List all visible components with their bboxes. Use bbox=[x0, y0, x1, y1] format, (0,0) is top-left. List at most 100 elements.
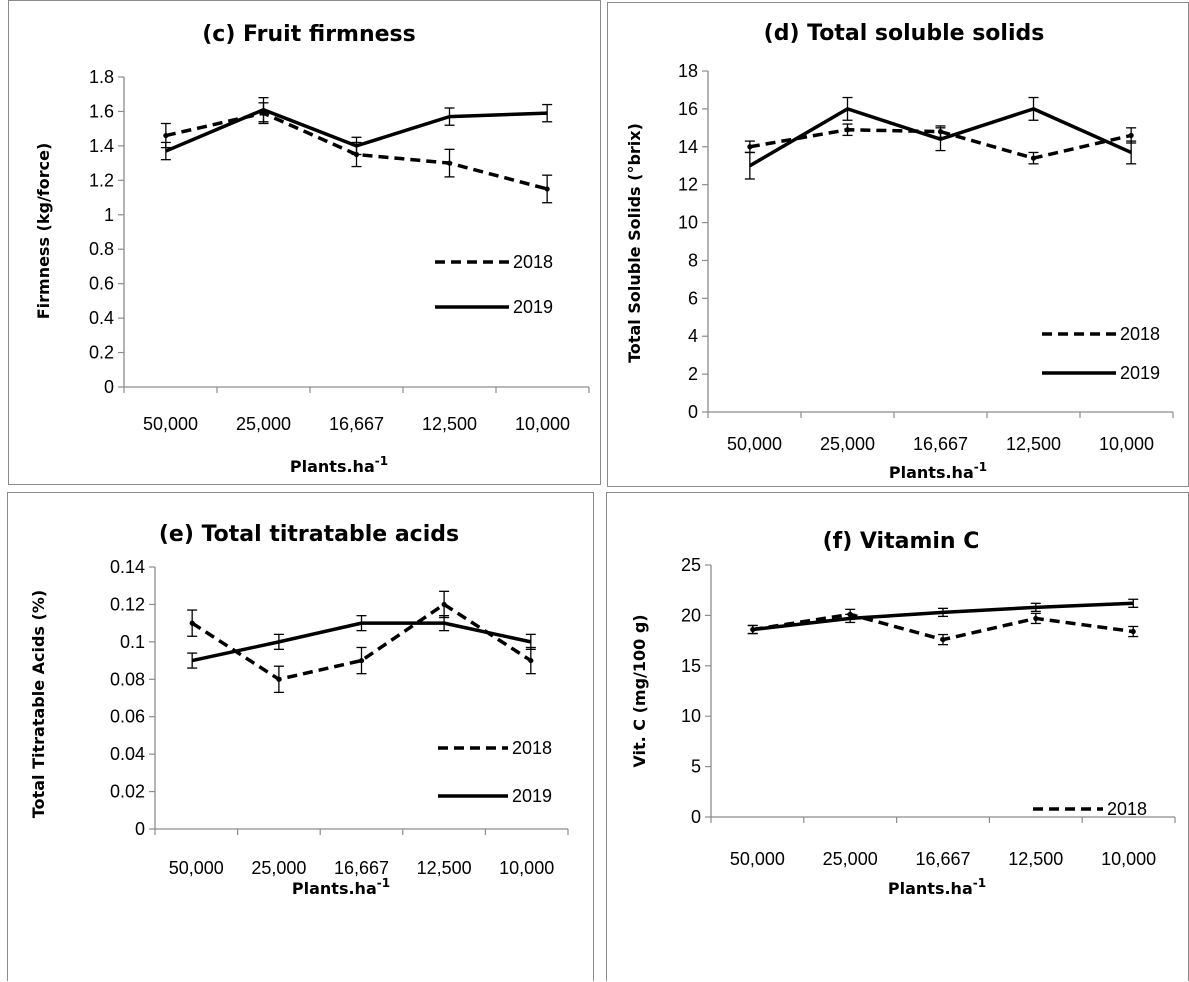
x-tick-label: 50,000 bbox=[730, 849, 785, 869]
legend-label-2019: 2019 bbox=[1120, 363, 1160, 383]
y-axis-label: Total Soluble Solids (°brix) bbox=[625, 123, 644, 363]
chart-panel-soluble-solids: (d) Total soluble solids 0 2 4 6 8 10 12 14 16 18 5… bbox=[607, 2, 1189, 487]
y-tick-label: 0 bbox=[691, 807, 701, 827]
x-tick-label: 25,000 bbox=[820, 434, 875, 454]
x-tick-label: 50,000 bbox=[727, 434, 782, 454]
x-axis-label-text: Plants.ha bbox=[888, 879, 973, 898]
data-point-2018 bbox=[528, 657, 534, 664]
x-tick-label: 16,667 bbox=[329, 414, 384, 434]
x-axis-label: Plants.ha-1 bbox=[290, 454, 388, 476]
legend-label-2018: 2018 bbox=[1107, 799, 1147, 819]
x-tick-label: 25,000 bbox=[823, 849, 878, 869]
data-point-2018 bbox=[1128, 132, 1134, 139]
y-tick-label: 0 bbox=[104, 377, 114, 397]
x-tick-label: 25,000 bbox=[236, 414, 291, 434]
y-tick-label: 18 bbox=[678, 61, 698, 81]
y-tick-label: 0 bbox=[688, 402, 698, 422]
data-point-2018 bbox=[1033, 615, 1039, 622]
y-tick-label: 0.6 bbox=[89, 274, 114, 294]
y-tick-label: 16 bbox=[678, 99, 698, 119]
x-tick-label: 12,500 bbox=[422, 414, 477, 434]
y-tick-label: 0.4 bbox=[89, 308, 114, 328]
x-tick-label: 10,000 bbox=[1099, 434, 1154, 454]
data-point-2018 bbox=[189, 620, 195, 626]
y-tick-label: 1.8 bbox=[89, 67, 114, 87]
y-tick-label: 0.8 bbox=[89, 239, 114, 259]
x-tick-label: 10,000 bbox=[499, 858, 554, 878]
x-axis-label: Plants.ha-1 bbox=[292, 876, 390, 898]
chart-title: (d) Total soluble solids bbox=[764, 21, 1045, 46]
y-tick-label: 0.04 bbox=[110, 744, 145, 764]
data-point-2018 bbox=[940, 636, 946, 643]
x-tick-label: 50,000 bbox=[143, 414, 198, 434]
legend-label-2018: 2018 bbox=[1120, 324, 1160, 344]
y-tick-label: 5 bbox=[691, 757, 701, 777]
y-axis-label: Firmness (kg/force) bbox=[34, 143, 53, 320]
chart-panel-vitamin-c: (f) Vitamin C 0 5 10 15 20 25 50,000 25,000 16,66… bbox=[606, 492, 1189, 981]
x-axis-label: Plants.ha-1 bbox=[888, 876, 986, 898]
data-point-2018 bbox=[1130, 628, 1136, 635]
y-tick-label: 14 bbox=[678, 137, 698, 157]
y-tick-label: 6 bbox=[688, 288, 698, 308]
y-tick-label: 4 bbox=[688, 326, 698, 346]
x-axis-label-text: Plants.ha bbox=[290, 457, 375, 476]
data-point-2018 bbox=[1030, 155, 1037, 161]
x-axis-label-text: Plants.ha bbox=[292, 879, 377, 898]
x-tick-label: 16,667 bbox=[913, 434, 968, 454]
x-axis-label-superscript: -1 bbox=[377, 876, 390, 890]
data-point-2018 bbox=[163, 132, 169, 139]
y-tick-label: 15 bbox=[681, 656, 701, 676]
y-tick-label: 0.06 bbox=[110, 707, 145, 727]
y-axis-label: Vit. C (mg/100 g) bbox=[630, 614, 649, 767]
x-tick-label: 50,000 bbox=[169, 858, 224, 878]
y-tick-label: 25 bbox=[681, 555, 701, 575]
legend-label-2018: 2018 bbox=[512, 738, 552, 758]
chart-title: (c) Fruit firmness bbox=[202, 22, 416, 47]
chart-title: (e) Total titratable acids bbox=[159, 522, 459, 547]
y-tick-label: 0.08 bbox=[110, 669, 145, 689]
chart-c: (c) Fruit firmness 0 0.2 0.4 0.6 0.8 1 1.2 1.4 1.… bbox=[34, 22, 590, 476]
y-tick-label: 1 bbox=[104, 205, 114, 225]
x-tick-label: 12,500 bbox=[1008, 849, 1063, 869]
y-tick-label: 10 bbox=[678, 213, 698, 233]
y-tick-label: 1.4 bbox=[89, 136, 114, 156]
y-tick-label: 12 bbox=[678, 175, 698, 195]
data-point-2018 bbox=[276, 676, 282, 682]
data-point-2018 bbox=[441, 601, 447, 608]
y-tick-label: 0.12 bbox=[110, 594, 145, 614]
data-point-2018 bbox=[446, 160, 453, 166]
y-tick-label: 2 bbox=[688, 364, 698, 384]
data-point-2018 bbox=[844, 127, 851, 133]
x-tick-label: 25,000 bbox=[251, 858, 306, 878]
y-axis-label: Total Titratable Acids (%) bbox=[29, 590, 48, 818]
x-tick-label: 10,000 bbox=[1101, 849, 1156, 869]
data-point-2018 bbox=[544, 186, 550, 192]
x-axis-label: Plants.ha-1 bbox=[889, 460, 987, 482]
y-tick-label: 10 bbox=[681, 706, 701, 726]
chart-title: (f) Vitamin C bbox=[823, 529, 980, 554]
x-tick-label: 16,667 bbox=[915, 849, 970, 869]
chart-f: (f) Vitamin C 0 5 10 15 20 25 50,000 25,000 16,66… bbox=[630, 529, 1176, 898]
chart-e: (e) Total titratable acids 0 0.02 0.04 0.06 0… bbox=[29, 522, 569, 898]
legend-label-2019: 2019 bbox=[513, 297, 553, 317]
series-line-2018 bbox=[191, 602, 532, 682]
x-axis-label-text: Plants.ha bbox=[889, 463, 974, 482]
y-tick-label: 0.1 bbox=[120, 632, 145, 652]
x-tick-label: 12,500 bbox=[417, 858, 472, 878]
chart-panel-titratable-acids: (e) Total titratable acids 0 0.02 0.04 0.06 0… bbox=[7, 492, 594, 981]
y-tick-label: 0.2 bbox=[89, 343, 114, 363]
x-axis-label-superscript: -1 bbox=[375, 454, 388, 468]
y-tick-label: 1.2 bbox=[89, 170, 114, 190]
x-axis-label-superscript: -1 bbox=[974, 460, 987, 474]
x-axis-label-superscript: -1 bbox=[973, 876, 986, 890]
y-tick-label: 0.02 bbox=[110, 782, 145, 802]
y-tick-label: 0.14 bbox=[110, 557, 145, 577]
x-tick-label: 12,500 bbox=[1006, 434, 1061, 454]
chart-panel-firmness: (c) Fruit firmness 0 0.2 0.4 0.6 0.8 1 1.2 1.4 1.… bbox=[8, 0, 601, 485]
chart-d: (d) Total soluble solids 0 2 4 6 8 10 12 14 16 18 5… bbox=[625, 21, 1174, 482]
legend-label-2018: 2018 bbox=[513, 252, 553, 272]
data-point-2018 bbox=[358, 657, 365, 664]
y-tick-label: 0 bbox=[135, 819, 145, 839]
y-tick-label: 8 bbox=[688, 250, 698, 270]
data-point-2018 bbox=[747, 144, 753, 150]
